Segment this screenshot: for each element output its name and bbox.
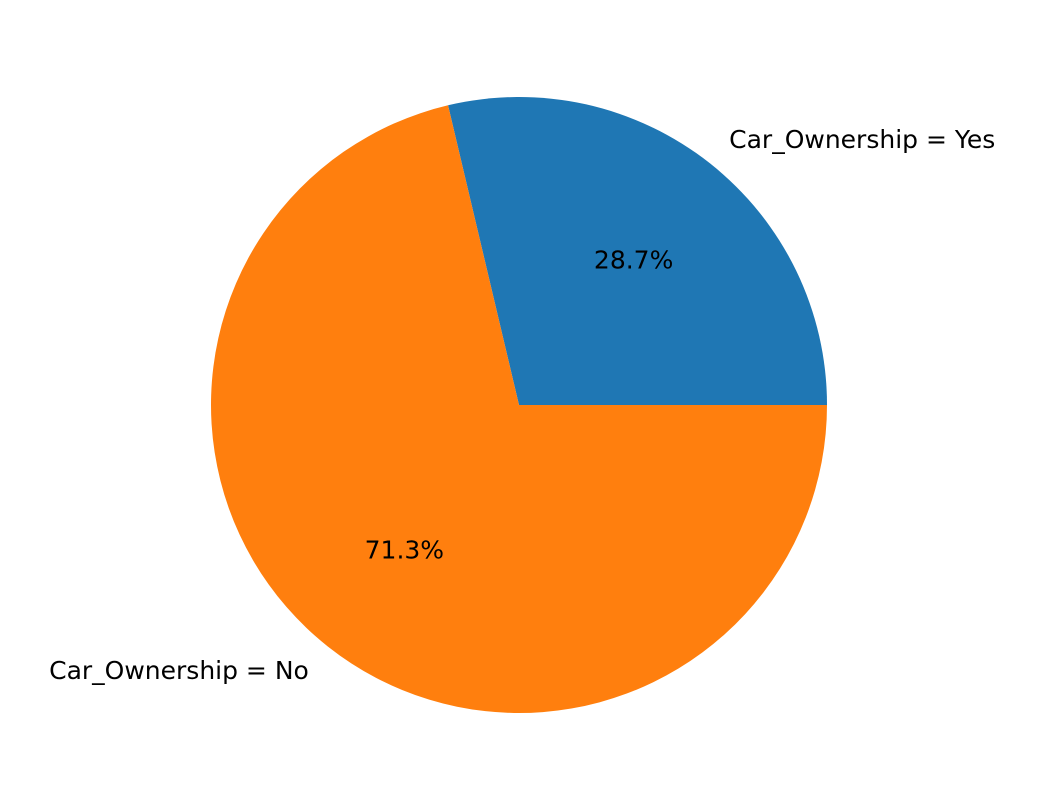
pie-labels: 28.7% Car_Ownership = Yes 71.3% Car_Ownersh… xyxy=(49,125,995,685)
pie-slices xyxy=(211,96,828,714)
pie-slice-yes xyxy=(448,96,827,406)
pie-slice-no xyxy=(211,105,828,714)
pie-percent-label: 28.7% xyxy=(594,246,673,275)
pie-category-label: Car_Ownership = No xyxy=(49,656,309,685)
pie-percent-label: 71.3% xyxy=(365,535,444,564)
pie-category-label: Car_Ownership = Yes xyxy=(729,125,995,154)
